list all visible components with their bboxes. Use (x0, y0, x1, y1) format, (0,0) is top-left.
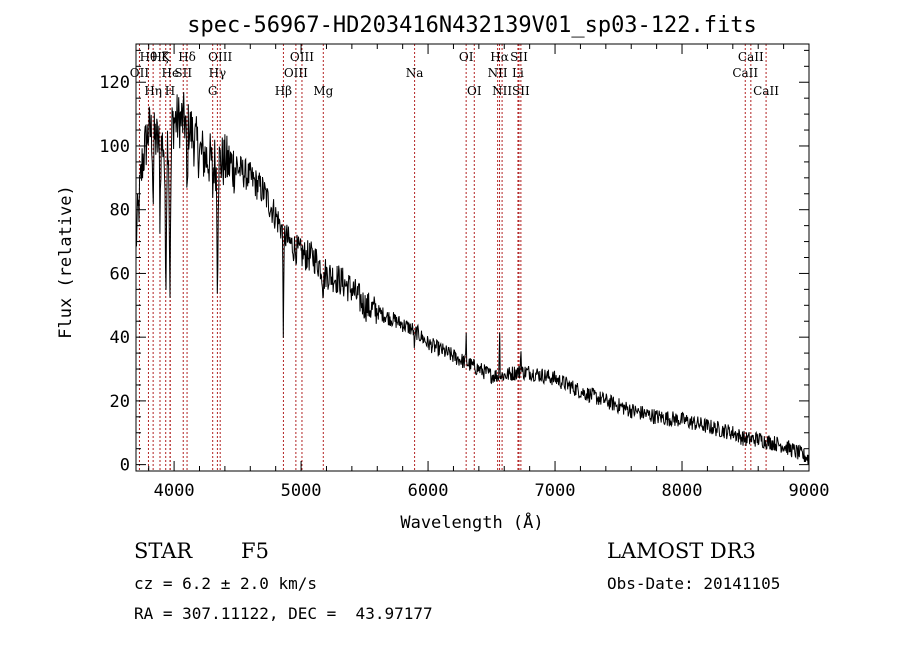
spectral-line-label: SII (510, 50, 528, 64)
x-axis-ticks: 4000 5000 6000 7000 8000 9000 (148, 44, 830, 501)
spectrum-series-line (135, 92, 810, 465)
spectral-line-label: SII (512, 84, 530, 98)
spectral-line-labels: OII Hθ Hη Hζ He K H SII Hδ G Hγ OIII Hβ OIII OIII Mg Na O… (130, 50, 779, 98)
spectral-line-label: H (165, 84, 175, 98)
coordinates-readout: RA = 307.11122, DEC = 43.97177 (134, 604, 433, 623)
spectral-line-label: Hα (490, 50, 509, 64)
obs-date: Obs-Date: 20141105 (607, 574, 781, 593)
spectral-line-label: Hη (144, 84, 162, 98)
x-tick-label: 7000 (535, 481, 576, 501)
object-class: STAR (134, 539, 193, 563)
y-tick-label: 40 (110, 328, 130, 348)
object-subclass: F5 (241, 539, 269, 563)
spectral-line-label: OIII (284, 66, 308, 80)
spectral-line-label: Li (512, 66, 524, 80)
spectral-line-label: Mg (313, 84, 333, 98)
spectral-line-label: Hθ (140, 50, 158, 64)
y-tick-label: 120 (99, 73, 130, 93)
y-tick-label: 80 (110, 201, 130, 221)
x-tick-label: 9000 (789, 481, 830, 501)
plot-frame (135, 43, 810, 472)
redshift-readout: cz = 6.2 ± 2.0 km/s (134, 574, 318, 593)
spectral-line-label: OI (459, 50, 474, 64)
spectral-line-label: OI (467, 84, 482, 98)
spectral-line-label: He (161, 66, 179, 80)
spectral-line-label: G (208, 84, 218, 98)
spectral-line-label: OIII (290, 50, 314, 64)
spectral-line-label: NII (492, 84, 512, 98)
y-axis-label: Flux (relative) (56, 185, 76, 339)
spectral-line-label: OII (130, 66, 150, 80)
x-axis-label: Wavelength (Å) (400, 511, 543, 533)
spectral-line-label: Hβ (275, 84, 292, 98)
spectral-line-label: CaII (732, 66, 758, 80)
x-tick-label: 6000 (408, 481, 449, 501)
y-tick-label: 0 (120, 456, 130, 476)
spectral-line-label: OIII (208, 50, 232, 64)
spectral-line-label: Hδ (178, 50, 196, 64)
spectral-line-label: Na (406, 66, 424, 80)
spectral-line-label: NII (488, 66, 508, 80)
spectral-line-markers (138, 44, 767, 471)
spectral-line-label: CaII (738, 50, 764, 64)
spectral-line-label: Hγ (209, 66, 227, 80)
x-tick-label: 8000 (662, 481, 703, 501)
spectral-line-label: SII (174, 66, 192, 80)
y-tick-label: 60 (110, 264, 130, 284)
spectral-line-label: CaII (753, 84, 779, 98)
y-tick-label: 20 (110, 392, 130, 412)
y-tick-label: 100 (99, 137, 130, 157)
y-axis-ticks: 0 20 40 60 80 100 120 (99, 49, 809, 476)
survey-name: LAMOST DR3 (607, 539, 756, 563)
chart-title: spec-56967-HD203416N432139V01_sp03-122.f… (187, 13, 757, 38)
x-tick-label: 4000 (154, 481, 195, 501)
x-tick-label: 5000 (281, 481, 322, 501)
spectral-line-label: Hζ (152, 50, 169, 64)
spectral-line-label: K (161, 50, 171, 64)
